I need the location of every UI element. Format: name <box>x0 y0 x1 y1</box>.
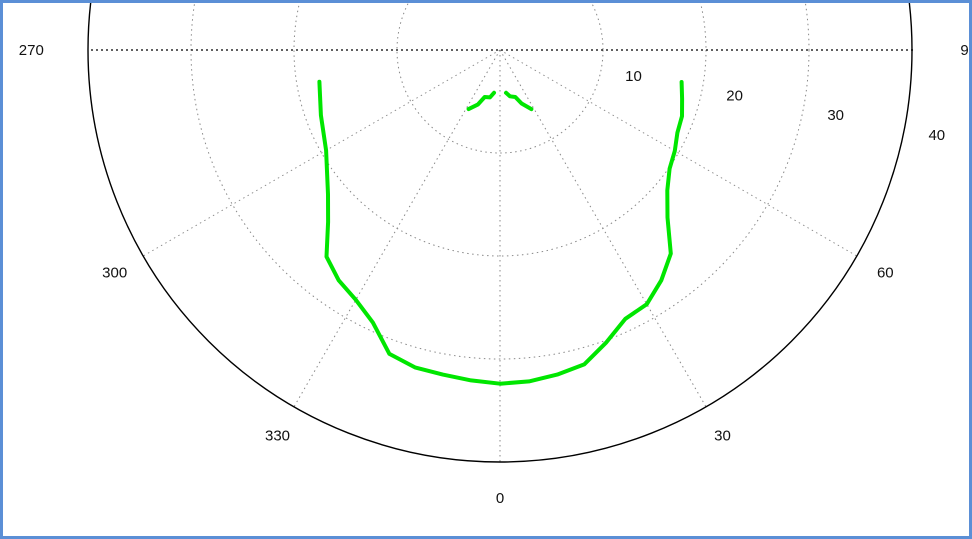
angle-tick-label: 60 <box>877 265 894 282</box>
radial-tick-label: 10 <box>625 68 642 85</box>
angle-grid-spoke <box>499 49 858 257</box>
radial-tick-label: 40 <box>928 127 945 144</box>
series-line-2 <box>504 90 534 112</box>
angle-grid-spoke <box>293 49 501 408</box>
angle-grid-spoke <box>142 49 501 257</box>
series-line-0 <box>317 79 685 386</box>
radial-tick-label: 20 <box>726 88 743 105</box>
angle-tick-label: 270 <box>19 42 44 59</box>
polar-plot: 0 30 60 90 270 300 330 10 20 30 40 <box>19 3 969 507</box>
series-layer <box>317 79 685 386</box>
angle-tick-label: 90 <box>960 42 969 59</box>
angle-tick-label: 300 <box>102 265 127 282</box>
polar-axes <box>87 3 913 463</box>
angle-tick-label: 0 <box>496 490 504 507</box>
angle-grid-spoke <box>499 49 707 408</box>
radial-tick-label: 30 <box>827 107 844 124</box>
angle-tick-label: 330 <box>265 427 290 444</box>
series-line-1 <box>466 90 496 112</box>
radial-grid-circle <box>293 3 707 257</box>
outer-boundary-circle <box>87 3 913 463</box>
angle-tick-label: 30 <box>714 427 731 444</box>
polar-grid <box>142 3 858 462</box>
tick-labels: 0 30 60 90 270 300 330 10 20 30 40 <box>19 42 969 507</box>
